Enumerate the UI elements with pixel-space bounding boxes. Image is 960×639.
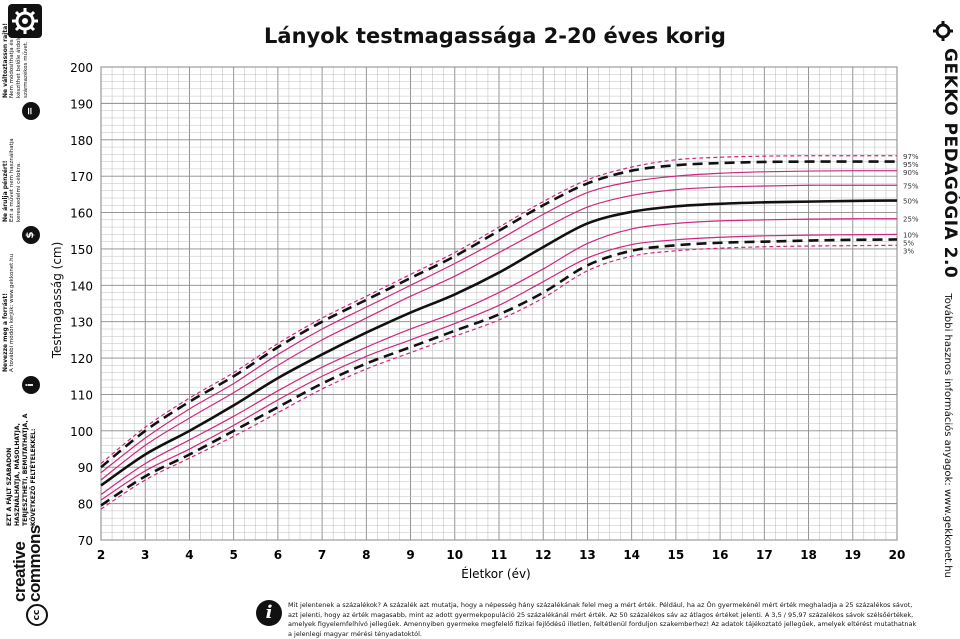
x-tick-label: 17 [756,548,773,562]
gear-icon [8,4,42,38]
chart-title: Lányok testmagassága 2-20 éves korig [264,24,726,48]
x-tick-label: 20 [889,548,906,562]
series-line-97pct [100,155,897,465]
percentile-label: 95% [903,161,919,169]
percentile-label: 25% [903,216,919,224]
y-tick-label: 150 [70,243,93,257]
chart-grid [100,66,898,541]
brand-strip: GEKKO PEDAGÓGIA 2.0 További hasznos info… [924,0,960,630]
y-tick-label: 90 [78,461,93,475]
x-tick-label: 19 [844,548,861,562]
y-tick-label: 70 [78,534,93,548]
percentile-label: 50% [903,198,919,206]
y-tick-label: 100 [70,425,93,439]
x-tick-label: 5 [229,548,237,562]
y-tick-label: 110 [70,388,93,402]
y-tick-label: 160 [70,207,93,221]
x-tick-label: 12 [535,548,552,562]
series-line-75pct [100,184,897,481]
info-icon: i [256,600,282,626]
x-tick-label: 3 [141,548,149,562]
more-info-link[interactable]: További hasznos információs anyagok: www… [942,293,953,578]
x-tick-label: 6 [274,548,282,562]
footnote-text: Mit jelentenek a százalékok? A százalék … [288,601,917,638]
percentile-label: 97% [903,153,919,161]
percentile-label: 90% [903,169,919,177]
y-tick-label: 80 [78,498,93,512]
series-line-3pct [100,244,898,510]
series-line-90pct [100,170,898,474]
x-tick-label: 15 [668,548,685,562]
x-tick-label: 10 [446,548,463,562]
license-strip: cc creative commons EZT A FÁJLT SZABADON… [0,0,50,630]
percentile-label: 5% [903,239,914,247]
x-tick-label: 8 [362,548,370,562]
series-line-5pct [100,238,898,507]
y-tick-label: 170 [70,170,93,184]
y-tick-label: 190 [70,97,93,111]
y-tick-label: 120 [70,352,93,366]
percentile-label: 75% [903,182,919,190]
x-tick-label: 14 [623,548,640,562]
percentile-labels: 97%95%90% 75% 50% 25% 10%5%3% [903,153,919,256]
y-tick-label: 180 [70,134,93,148]
chart-series [100,155,898,510]
x-tick-label: 9 [406,548,414,562]
y-tick-label: 200 [70,61,93,75]
series-line-25pct [100,218,898,496]
brand-name: GEKKO PEDAGÓGIA 2.0 [940,48,960,279]
x-axis-label: Életkor (év) [461,566,530,581]
y-tick-label: 140 [70,279,93,293]
brand-text-group: GEKKO PEDAGÓGIA 2.0 További hasznos info… [940,48,960,578]
percentile-label: 10% [903,231,919,239]
x-tick-label: 11 [491,548,508,562]
series-line-10pct [100,233,898,501]
x-tick-label: 16 [712,548,729,562]
x-tick-label: 13 [579,548,596,562]
x-tick-labels: 2 3 4 5 6 7 8 9 10 11 12 13 14 15 16 17 18 19 20 [97,548,906,562]
x-tick-label: 4 [185,548,193,562]
x-tick-label: 7 [318,548,326,562]
x-tick-label: 18 [800,548,817,562]
y-tick-label: 130 [70,316,93,330]
x-tick-label: 2 [97,548,105,562]
percentile-label: 3% [903,247,914,255]
gekko-gear-icon [933,21,953,41]
series-line-95pct [100,160,897,469]
series-line-50pct [100,199,898,487]
y-tick-labels: 70 80 90 100 110 120 130 140 150 160 170 180 190 200 [70,61,93,548]
